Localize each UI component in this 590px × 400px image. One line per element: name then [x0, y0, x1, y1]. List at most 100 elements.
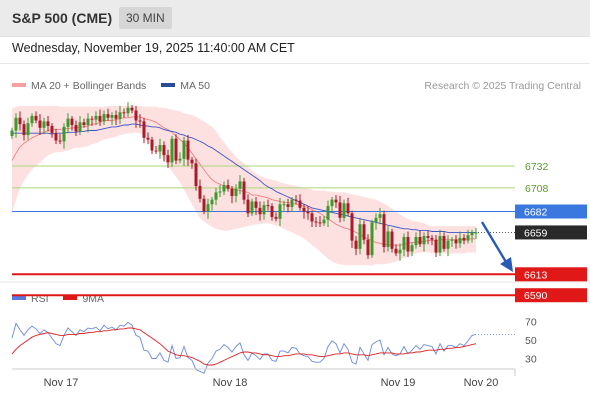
candle-body	[206, 204, 210, 212]
ma50-swatch-icon	[161, 83, 176, 88]
candle	[34, 111, 38, 124]
candle-body	[22, 124, 26, 136]
candle	[142, 117, 146, 144]
candle	[82, 118, 86, 128]
candle	[346, 197, 350, 217]
candle-body	[418, 236, 422, 245]
candle	[134, 105, 138, 128]
research-credit: Research © 2025 Trading Central	[424, 80, 581, 92]
candle-body	[62, 126, 66, 142]
candle	[230, 186, 234, 204]
candle	[254, 196, 258, 216]
candle-body	[286, 204, 290, 207]
candle	[70, 115, 74, 131]
candle	[234, 184, 238, 203]
candle	[74, 120, 78, 136]
candle	[30, 113, 34, 127]
candle	[26, 117, 30, 140]
candle-body	[474, 232, 478, 234]
candle-body	[142, 121, 146, 138]
candle	[190, 156, 194, 169]
candle-body	[402, 236, 406, 250]
candle	[418, 230, 422, 247]
candle-body	[18, 117, 22, 125]
candle-body	[466, 235, 470, 241]
candle	[66, 113, 70, 134]
candle	[162, 141, 166, 162]
candle-body	[38, 120, 42, 128]
candle	[186, 135, 190, 166]
candle	[218, 185, 222, 197]
candle	[402, 233, 406, 257]
candle-body	[294, 199, 298, 201]
chart-datetime: Wednesday, November 19, 2025 11:40:00 AM…	[12, 41, 295, 55]
candle-body	[66, 118, 70, 127]
rsi-ma-line	[11, 327, 477, 366]
candle	[206, 198, 210, 219]
candle	[370, 219, 374, 258]
candle	[214, 187, 218, 206]
level-label-6613: 6613	[524, 269, 548, 281]
candle	[298, 194, 302, 211]
candle	[466, 229, 470, 244]
level-label-6659: 6659	[524, 227, 548, 239]
candle	[138, 114, 142, 128]
candle	[10, 127, 14, 139]
forecast-arrow-head-icon	[500, 257, 513, 272]
x-tick-label: Nov 17	[44, 377, 79, 389]
candle	[326, 200, 330, 227]
candle-body	[470, 232, 474, 236]
level-badge-6590	[515, 288, 587, 303]
candle-body	[118, 112, 122, 119]
candle	[450, 236, 454, 247]
candle-body	[98, 115, 102, 122]
candle	[38, 114, 42, 136]
candle-body	[358, 224, 362, 249]
candle	[406, 231, 410, 257]
candle	[242, 177, 246, 205]
candle-body	[334, 199, 338, 203]
level-badge-6682	[515, 204, 587, 219]
candle	[238, 175, 242, 195]
candle	[258, 201, 262, 221]
candle-body	[242, 181, 246, 200]
candle	[226, 179, 230, 192]
candle	[222, 181, 226, 196]
candle	[118, 105, 122, 125]
candle-body	[50, 125, 54, 134]
candle	[458, 231, 462, 248]
timeframe-button[interactable]: 30 MIN	[119, 7, 172, 29]
candle-body	[190, 159, 194, 164]
candle-body	[166, 155, 170, 163]
legend-ma50: MA 50	[161, 80, 210, 92]
candle-body	[158, 145, 162, 152]
candle-body	[46, 121, 50, 126]
candle	[274, 212, 278, 222]
candle	[322, 216, 326, 227]
candle-body	[446, 240, 450, 249]
candle	[22, 120, 26, 141]
candle-body	[278, 204, 282, 219]
candle-body	[442, 236, 446, 249]
candle-body	[186, 140, 190, 160]
candle	[366, 234, 370, 259]
level-label-6708: 6708	[525, 183, 549, 195]
candle-body	[282, 204, 286, 206]
ma50-line	[12, 123, 476, 233]
candle	[58, 134, 62, 145]
level-label-6682: 6682	[524, 207, 548, 219]
rsi-line	[11, 321, 477, 374]
top-bar: S&P 500 (CME) 30 MIN	[0, 0, 590, 37]
candle	[318, 216, 322, 227]
candle-body	[302, 207, 306, 212]
candle-body	[266, 205, 270, 207]
candle-body	[178, 158, 182, 161]
price-legend: MA 20 + Bollinger Bands MA 50	[12, 80, 222, 92]
candle	[266, 199, 270, 211]
candle-body	[430, 237, 434, 240]
candle-body	[78, 122, 82, 132]
candle-body	[194, 163, 198, 187]
candle	[414, 232, 418, 249]
candle	[250, 198, 254, 217]
